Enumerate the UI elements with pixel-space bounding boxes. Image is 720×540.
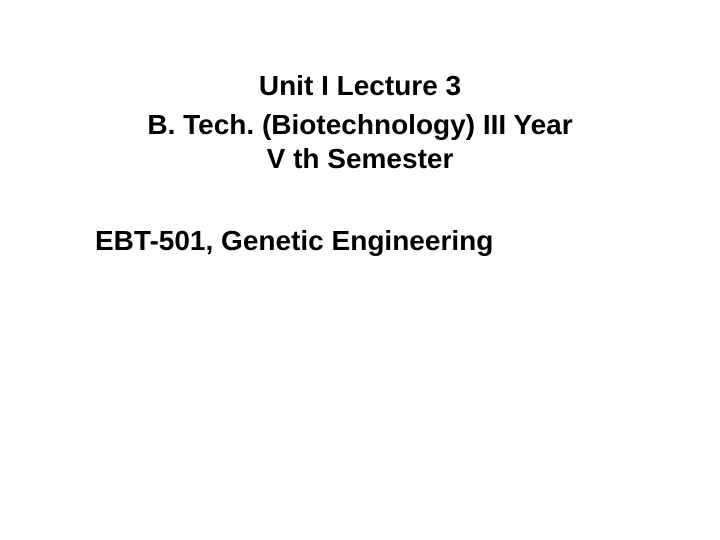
course-code-title: EBT-501, Genetic Engineering	[0, 225, 720, 257]
program-line-1: B. Tech. (Biotechnology) III Year	[147, 109, 572, 140]
slide-content: Unit I Lecture 3 B. Tech. (Biotechnology…	[0, 70, 720, 257]
program-line-2: V th Semester	[267, 143, 454, 174]
program-info: B. Tech. (Biotechnology) III Year V th S…	[0, 108, 720, 175]
unit-lecture-title: Unit I Lecture 3	[0, 70, 720, 102]
